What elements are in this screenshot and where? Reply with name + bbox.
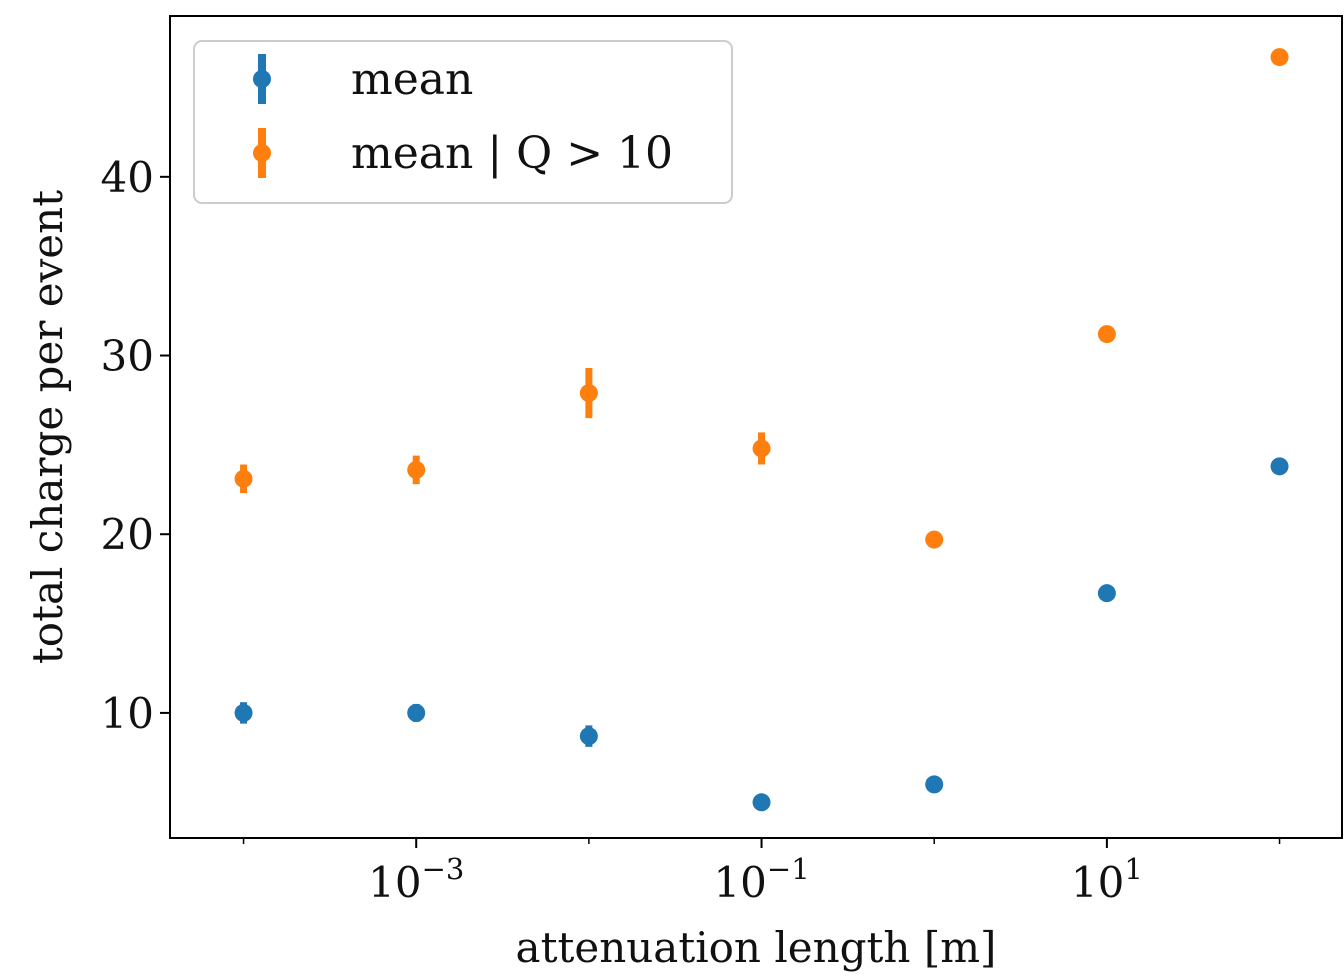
legend-label: mean | Q > 10 — [351, 128, 673, 179]
data-point — [234, 703, 253, 722]
y-tick-label: 40 — [101, 153, 154, 202]
data-point — [752, 439, 771, 458]
data-points — [234, 48, 1289, 812]
legend-box — [193, 40, 733, 204]
y-tick-label: 20 — [101, 510, 154, 559]
plot-frame — [169, 15, 1343, 839]
legend-label: mean — [351, 54, 473, 105]
x-axis-label: attenuation length [m] — [516, 923, 997, 972]
x-axis-ticks: 10−3 10−1 101 — [242, 838, 1281, 907]
x-tick-label: 10−1 — [713, 852, 809, 907]
data-point — [1270, 457, 1289, 476]
data-point — [1097, 584, 1116, 603]
legend-marker — [253, 70, 271, 88]
data-point — [234, 469, 253, 488]
data-point — [407, 703, 426, 722]
data-point — [579, 384, 598, 403]
data-point — [752, 793, 771, 812]
data-point — [407, 460, 426, 479]
legend: mean mean | Q > 10 — [193, 40, 733, 204]
data-point — [925, 775, 944, 794]
data-point — [579, 727, 598, 746]
data-point — [925, 530, 944, 549]
x-tick-label: 10−3 — [368, 852, 464, 907]
data-point — [1097, 325, 1116, 344]
y-tick-label: 10 — [101, 689, 154, 738]
y-axis-ticks: 10 20 30 40 — [101, 153, 170, 738]
x-tick-label: 101 — [1071, 852, 1143, 907]
y-tick-label: 30 — [101, 332, 154, 381]
data-point — [1270, 48, 1289, 67]
legend-marker — [253, 144, 271, 162]
y-axis-label: total charge per event — [23, 190, 72, 664]
